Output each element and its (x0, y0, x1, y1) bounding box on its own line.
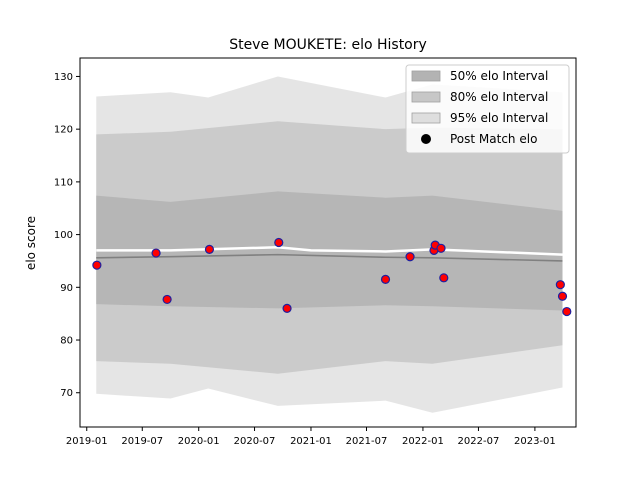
x-tick-label: 2021-01 (290, 436, 332, 447)
legend-label: 50% elo Interval (450, 69, 548, 83)
x-tick-label: 2021-07 (346, 436, 388, 447)
y-tick-label: 70 (60, 388, 73, 399)
x-tick-label: 2022-01 (402, 436, 444, 447)
legend-swatch (411, 91, 441, 103)
post-match-elo-point (405, 252, 415, 262)
y-tick-label: 90 (60, 283, 73, 294)
x-tick-label: 2019-07 (121, 436, 163, 447)
legend-swatch (411, 70, 441, 82)
y-tick-label: 120 (54, 125, 73, 136)
y-tick-label: 80 (60, 336, 73, 347)
post-match-elo-point (274, 237, 284, 248)
y-tick-label: 130 (54, 72, 73, 83)
x-tick-label: 2022-07 (458, 436, 500, 447)
post-match-elo-point (92, 260, 102, 270)
legend-label: 95% elo Interval (450, 111, 548, 125)
legend-marker (421, 134, 431, 144)
x-tick-label: 2020-01 (178, 436, 220, 447)
post-match-elo-point (562, 306, 572, 317)
y-tick-label: 110 (54, 177, 73, 188)
x-tick-label: 2023-01 (514, 436, 556, 447)
post-match-elo-point (555, 280, 565, 290)
legend: 50% elo Interval 80% elo Interval 95% elo … (405, 64, 570, 154)
legend-box (405, 64, 570, 154)
post-match-elo-point (557, 291, 568, 301)
legend-label: 80% elo Interval (450, 90, 548, 104)
legend-swatch (411, 112, 441, 124)
y-axis-title: elo score (24, 216, 38, 270)
post-match-elo-point (439, 273, 449, 283)
post-match-elo-point (282, 303, 292, 313)
post-match-elo-point (436, 243, 446, 253)
post-match-elo-point (204, 244, 215, 254)
post-match-elo-point (151, 248, 161, 258)
post-match-elo-point (380, 274, 391, 284)
x-tick-label: 2019-01 (66, 436, 108, 447)
plot-frame (79, 57, 577, 428)
y-tick-label: 100 (54, 230, 73, 241)
legend-label: Post Match elo (450, 132, 537, 146)
x-tick-label: 2020-07 (234, 436, 276, 447)
chart-title: Steve MOUKETE: elo History (229, 37, 427, 53)
post-match-elo-point (162, 294, 172, 305)
